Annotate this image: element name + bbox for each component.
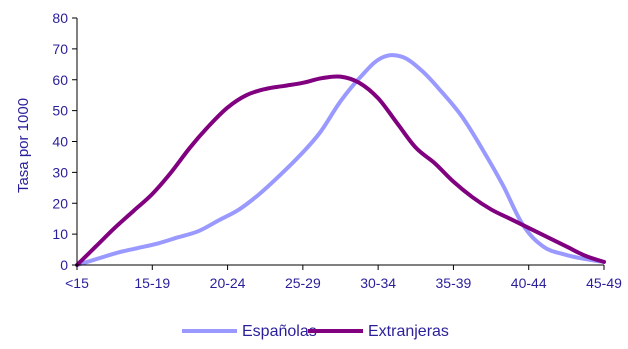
series-line-espanolas bbox=[75, 53, 606, 267]
y-tick-label: 60 bbox=[52, 72, 68, 88]
x-tick-label: 45-49 bbox=[586, 275, 622, 291]
plot-area bbox=[75, 53, 606, 267]
y-tick-label: 80 bbox=[52, 10, 68, 26]
x-tick-label: 20-24 bbox=[210, 275, 246, 291]
y-tick-label: 40 bbox=[52, 134, 68, 150]
y-axis-title: Tasa por 1000 bbox=[15, 98, 32, 193]
y-tick-label: 30 bbox=[52, 164, 68, 180]
y-tick-label: 20 bbox=[52, 195, 68, 211]
x-tick-label: <15 bbox=[65, 275, 89, 291]
x-tick-label: 40-44 bbox=[511, 275, 547, 291]
x-tick-label: 30-34 bbox=[360, 275, 396, 291]
legend: Españolas Extranjeras bbox=[182, 323, 449, 340]
y-tick-label: 50 bbox=[52, 103, 68, 119]
x-tick-label: 15-19 bbox=[134, 275, 170, 291]
y-tick-label: 70 bbox=[52, 41, 68, 57]
legend-label: Extranjeras bbox=[368, 323, 449, 340]
y-tick-label: 0 bbox=[60, 257, 68, 273]
x-tick-label: 25-29 bbox=[285, 275, 321, 291]
axes: 0 10 20 30 40 50 60 70 80 <15 15-19 20-24 25-29 30-34… bbox=[15, 10, 622, 291]
y-tick-label: 10 bbox=[52, 226, 68, 242]
x-tick-label: 35-39 bbox=[436, 275, 472, 291]
series-line-extranjeras bbox=[75, 74, 606, 267]
legend-label: Españolas bbox=[242, 323, 317, 340]
